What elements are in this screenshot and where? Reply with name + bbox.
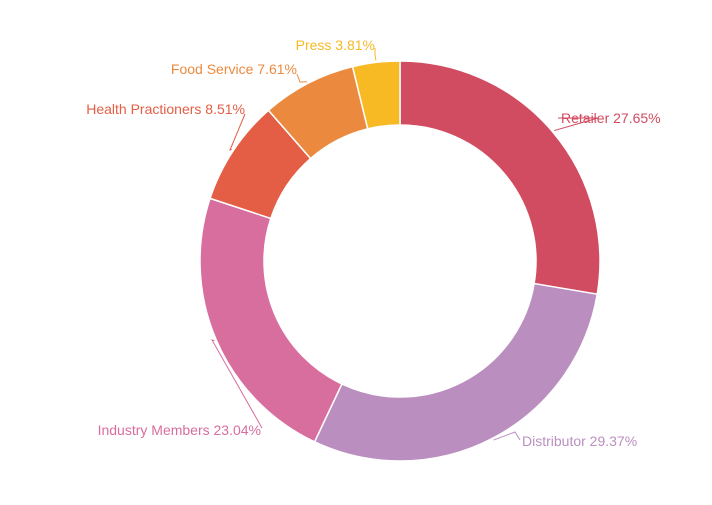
slice-label-distributor: Distributor 29.37% [522, 433, 637, 449]
slice-label-health-practioners: Health Practioners 8.51% [86, 101, 245, 117]
leader-line-industry-members [210, 339, 263, 429]
slice-label-press: Press 3.81% [296, 37, 375, 53]
labels-layer: Retailer 27.65% Distributor 29.37% Indus… [86, 37, 660, 449]
slice-label-food-service: Food Service 7.61% [171, 61, 297, 77]
leader-line-food-service [296, 73, 308, 83]
slice-label-retailer: Retailer 27.65% [561, 110, 661, 126]
slice-press[interactable] [351, 60, 401, 130]
leader-lines-layer [210, 48, 599, 441]
slices-layer [199, 60, 601, 462]
leader-line-press [374, 48, 377, 61]
slice-industry-members[interactable] [199, 197, 343, 443]
slice-distributor[interactable] [313, 282, 599, 462]
leader-line-distributor [493, 431, 521, 441]
slice-label-industry-members: Industry Members 23.04% [98, 422, 261, 438]
leader-line-retailer [554, 117, 599, 132]
leader-line-health-practioners [229, 113, 246, 151]
slice-retailer[interactable] [399, 60, 601, 296]
